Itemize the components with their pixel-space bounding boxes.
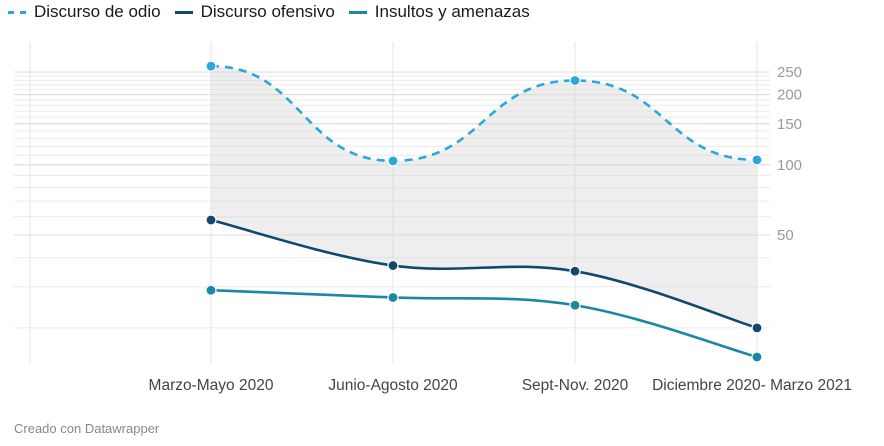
point-insultos-y-amenazas (751, 351, 763, 363)
series-line-discurso-de-odio (210, 64, 758, 163)
x-tick-label: Sept-Nov. 2020 (522, 377, 629, 394)
legend-item-insultos-y-amenazas: Insultos y amenazas (348, 2, 530, 22)
x-tick-label: Diciembre 2020- Marzo 2021 (652, 377, 852, 394)
legend-swatch-solid (348, 10, 367, 14)
y-tick-label: 100 (777, 157, 802, 174)
point-insultos-y-amenazas (569, 299, 581, 311)
point-discurso-de-odio (205, 60, 217, 72)
point-discurso-ofensivo (205, 214, 217, 226)
range-area (211, 66, 757, 328)
point-discurso-ofensivo (387, 259, 399, 272)
point-insultos-y-amenazas (387, 291, 399, 304)
legend-swatch-dashed (8, 10, 26, 14)
series-line-discurso-ofensivo (210, 218, 758, 330)
point-discurso-de-odio (569, 74, 581, 87)
point-discurso-ofensivo (569, 265, 581, 277)
y-tick-label: 50 (777, 227, 794, 244)
x-tick-label: Marzo-Mayo 2020 (149, 377, 274, 394)
legend: Discurso de odio Discurso ofensivo Insul… (8, 2, 530, 22)
legend-label: Discurso ofensivo (200, 2, 335, 21)
legend-label: Discurso de odio (34, 2, 161, 21)
legend-swatch-solid (174, 10, 193, 14)
credit-text: Creado con Datawrapper (14, 421, 160, 436)
y-tick-label: 200 (777, 87, 802, 104)
legend-label: Insultos y amenazas (374, 2, 530, 21)
legend-item-discurso-de-odio: Discurso de odio (8, 2, 161, 22)
point-discurso-de-odio (387, 155, 399, 167)
point-insultos-y-amenazas (205, 284, 217, 296)
point-discurso-ofensivo (751, 322, 763, 334)
series-line-insultos-y-amenazas (210, 288, 758, 359)
x-tick-label: Junio-Agosto 2020 (328, 377, 458, 394)
y-tick-label: 250 (777, 64, 802, 81)
point-discurso-de-odio (751, 154, 763, 166)
legend-item-discurso-ofensivo: Discurso ofensivo (174, 2, 335, 22)
y-tick-label: 150 (777, 116, 802, 133)
